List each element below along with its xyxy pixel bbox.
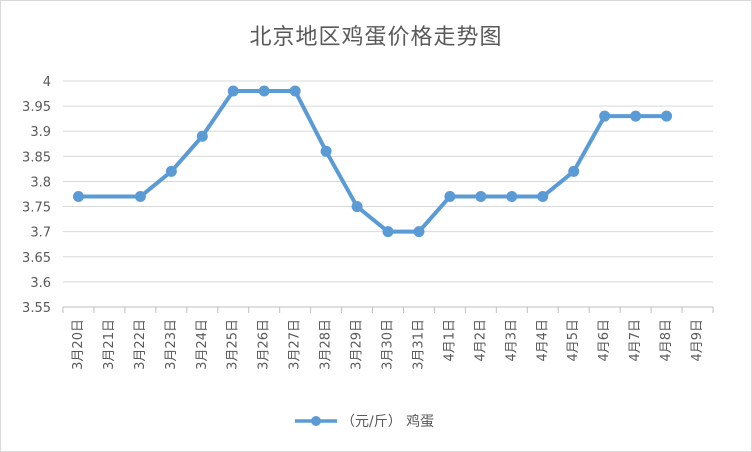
x-tick-label: 4月3日 bbox=[504, 319, 519, 362]
series-line bbox=[76, 89, 669, 234]
legend-label: （元/斤） 鸡蛋 bbox=[341, 413, 434, 430]
legend: （元/斤） 鸡蛋 bbox=[295, 413, 434, 430]
data-point bbox=[320, 145, 332, 157]
data-point bbox=[444, 191, 456, 203]
x-tick-label: 4月1日 bbox=[442, 319, 457, 362]
x-tick-label: 4月9日 bbox=[690, 319, 705, 362]
x-tick-label: 3月21日 bbox=[102, 319, 117, 370]
data-point bbox=[72, 191, 84, 203]
x-tick-label: 4月2日 bbox=[473, 319, 488, 362]
x-tick-label: 4月4日 bbox=[535, 319, 550, 362]
data-point bbox=[165, 165, 177, 177]
y-tick-label: 3.9 bbox=[30, 125, 51, 140]
data-point bbox=[506, 191, 518, 203]
data-point bbox=[196, 130, 208, 142]
y-tick-label: 3.6 bbox=[30, 276, 51, 291]
series-points bbox=[72, 85, 673, 238]
data-point bbox=[227, 85, 239, 97]
y-tick-label: 3.7 bbox=[30, 226, 51, 241]
x-axis-ticks: 3月20日 3月21日 3月22日 3月23日 3月24日 3月25日 3月26日 3月27日… bbox=[62, 307, 714, 370]
data-point bbox=[413, 226, 425, 238]
chart-title: 北京地区鸡蛋价格走势图 bbox=[249, 25, 502, 50]
y-tick-label: 3.55 bbox=[22, 301, 51, 316]
y-tick-label: 3.85 bbox=[22, 150, 51, 165]
y-tick-label: 3.8 bbox=[30, 175, 51, 190]
x-tick-label: 4月8日 bbox=[659, 319, 674, 362]
data-point bbox=[258, 85, 270, 97]
x-tick-label: 3月25日 bbox=[226, 319, 241, 370]
y-tick-label: 3.65 bbox=[22, 251, 51, 266]
x-tick-label: 3月30日 bbox=[381, 319, 396, 370]
data-point bbox=[599, 110, 611, 122]
x-tick-label: 3月23日 bbox=[164, 319, 179, 370]
legend-point-marker bbox=[311, 416, 321, 426]
x-tick-label: 3月29日 bbox=[350, 319, 365, 370]
data-point bbox=[289, 85, 301, 97]
x-tick-label: 3月31日 bbox=[411, 319, 426, 370]
y-tick-label: 3.95 bbox=[22, 100, 51, 115]
x-tick-label: 3月24日 bbox=[195, 319, 210, 370]
data-point bbox=[630, 110, 642, 122]
x-tick-label: 4月7日 bbox=[628, 319, 643, 362]
data-point bbox=[475, 191, 487, 203]
data-point bbox=[661, 110, 673, 122]
data-point bbox=[568, 165, 580, 177]
data-point bbox=[134, 191, 146, 203]
series-lines bbox=[76, 89, 669, 234]
x-tick-label: 3月22日 bbox=[133, 319, 148, 370]
x-tick-label: 4月6日 bbox=[597, 319, 612, 362]
x-tick-label: 3月28日 bbox=[319, 319, 334, 370]
data-point bbox=[537, 191, 549, 203]
data-point bbox=[351, 201, 363, 213]
x-tick-label: 3月20日 bbox=[71, 319, 86, 370]
gridlines bbox=[63, 80, 713, 308]
y-tick-label: 3.75 bbox=[22, 201, 51, 216]
x-tick-label: 3月27日 bbox=[288, 319, 303, 370]
y-tick-label: 4 bbox=[43, 75, 51, 90]
y-axis-ticks: 3.55 3.6 3.65 3.7 3.75 3.8 3.85 3.9 3.95 4 bbox=[22, 75, 51, 316]
data-point bbox=[382, 226, 394, 238]
x-tick-label: 4月5日 bbox=[566, 319, 581, 362]
x-tick-label: 3月26日 bbox=[257, 319, 272, 370]
